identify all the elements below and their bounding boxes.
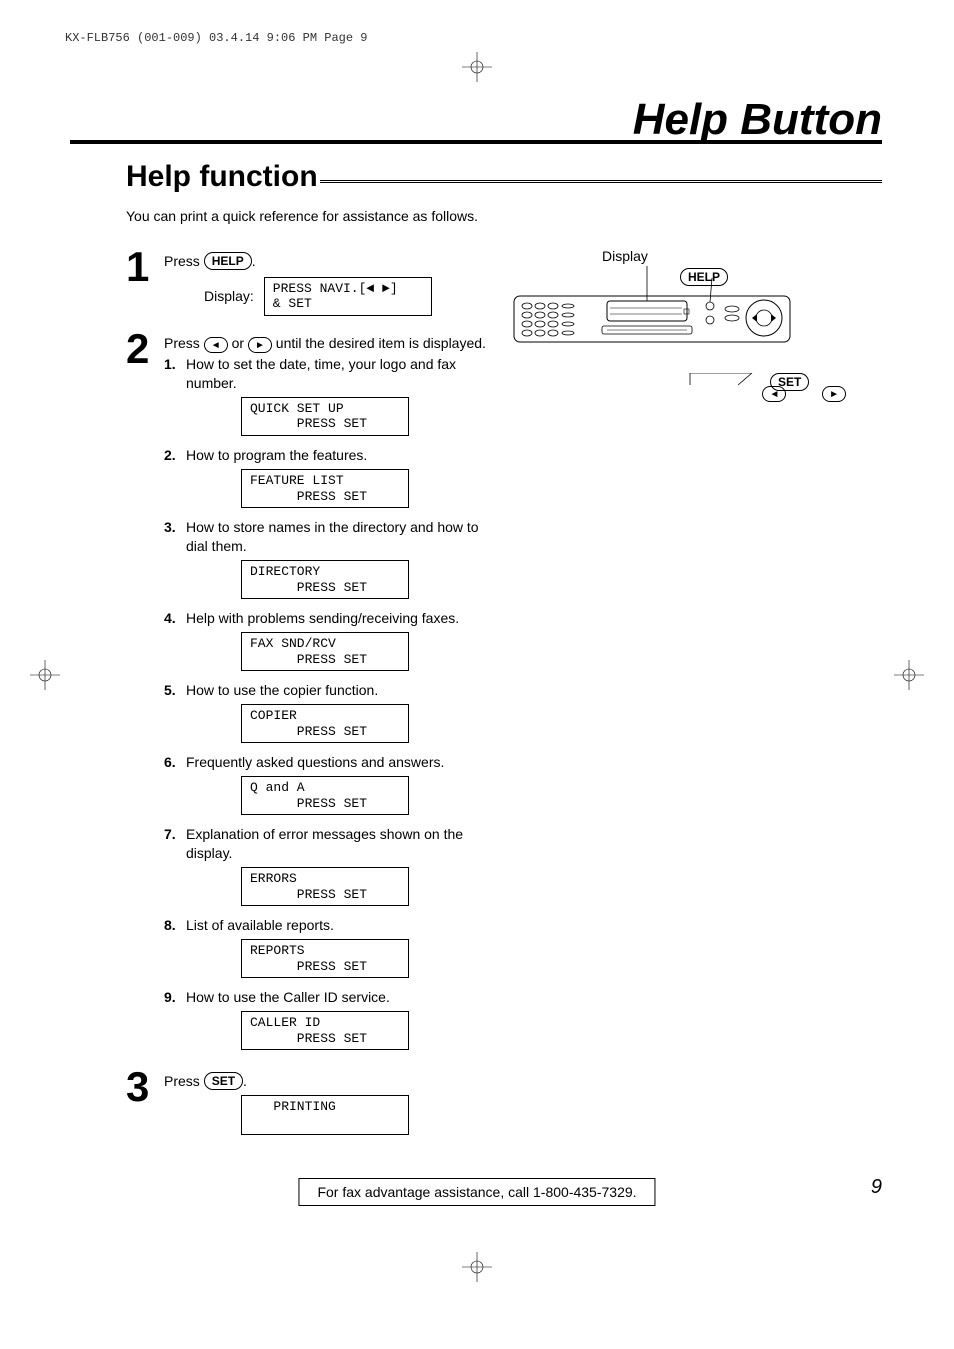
step-1: 1 Press HELP. Display: PRESS NAVI.[◄ ►] … [126, 248, 486, 322]
step-3-prefix: Press [164, 1073, 204, 1089]
step-number: 2 [126, 330, 164, 1060]
crop-mark-right [894, 660, 924, 690]
sub-text: How to set the date, time, your logo and… [186, 355, 486, 393]
display-label: Display: [204, 287, 254, 306]
device-svg [512, 266, 792, 346]
sub-item: 7.Explanation of error messages shown on… [164, 825, 486, 863]
lcd-display: REPORTS PRESS SET [241, 939, 409, 978]
lcd-wrap: REPORTS PRESS SET [164, 939, 486, 978]
set-key-callout: SET [770, 373, 809, 391]
steps-content: 1 Press HELP. Display: PRESS NAVI.[◄ ►] … [126, 248, 486, 1153]
step-3-suffix: . [243, 1073, 247, 1089]
lcd-wrap: FEATURE LIST PRESS SET [164, 469, 486, 508]
step-number: 1 [126, 248, 164, 322]
set-key: SET [204, 1072, 243, 1090]
lcd-display: PRINTING [241, 1095, 409, 1134]
lcd-display: CALLER ID PRESS SET [241, 1011, 409, 1050]
arrow-keys-callout: ◄ ► [678, 373, 846, 402]
sub-number: 7. [164, 825, 186, 863]
title-rule [70, 140, 882, 144]
lcd-wrap: QUICK SET UP PRESS SET [164, 397, 486, 436]
lcd-wrap: Q and A PRESS SET [164, 776, 486, 815]
lcd-display: COPIER PRESS SET [241, 704, 409, 743]
sub-text: How to use the copier function. [186, 681, 486, 700]
main-title: Help Button [633, 95, 882, 145]
sub-number: 4. [164, 609, 186, 628]
step-number: 3 [126, 1068, 164, 1144]
sub-item: 5.How to use the copier function. [164, 681, 486, 700]
arrow-leader-icon [678, 373, 758, 397]
intro-text: You can print a quick reference for assi… [126, 208, 478, 224]
lcd-display: DIRECTORY PRESS SET [241, 560, 409, 599]
device-display-label: Display [602, 248, 822, 264]
sub-item: 3.How to store names in the directory an… [164, 518, 486, 556]
sub-text: Help with problems sending/receiving fax… [186, 609, 486, 628]
lcd-wrap: DIRECTORY PRESS SET [164, 560, 486, 599]
help-key: HELP [204, 252, 252, 270]
sub-item: 8.List of available reports. [164, 916, 486, 935]
help-key-callout: HELP [680, 268, 728, 286]
device-illustration: Display [512, 248, 822, 351]
lcd-display: FAX SND/RCV PRESS SET [241, 632, 409, 671]
lcd-wrap: ERRORS PRESS SET [164, 867, 486, 906]
sub-text: List of available reports. [186, 916, 486, 935]
sub-item: 6.Frequently asked questions and answers… [164, 753, 486, 772]
crop-mark-top [462, 52, 492, 82]
sub-number: 8. [164, 916, 186, 935]
step-2: 2 Press ◄ or ► until the desired item is… [126, 330, 486, 1060]
sub-number: 5. [164, 681, 186, 700]
section-rule [320, 180, 882, 183]
sub-number: 9. [164, 988, 186, 1007]
sub-number: 3. [164, 518, 186, 556]
sub-number: 6. [164, 753, 186, 772]
lcd-wrap: FAX SND/RCV PRESS SET [164, 632, 486, 671]
section-title: Help function [126, 160, 318, 194]
step-1-prefix: Press [164, 253, 204, 269]
left-arrow-key: ◄ [204, 337, 228, 353]
right-arrow-key: ► [248, 337, 272, 353]
lcd-display: QUICK SET UP PRESS SET [241, 397, 409, 436]
lcd-wrap: CALLER ID PRESS SET [164, 1011, 486, 1050]
sub-number: 1. [164, 355, 186, 393]
right-arrow-key-callout: ► [822, 386, 846, 402]
sub-number: 2. [164, 446, 186, 465]
page-number: 9 [871, 1176, 882, 1199]
footer-box: For fax advantage assistance, call 1-800… [298, 1178, 655, 1206]
print-header: KX-FLB756 (001-009) 03.4.14 9:06 PM Page… [65, 31, 367, 45]
sub-text: Frequently asked questions and answers. [186, 753, 486, 772]
lcd-display: Q and A PRESS SET [241, 776, 409, 815]
sub-item: 2.How to program the features. [164, 446, 486, 465]
sub-text: Explanation of error messages shown on t… [186, 825, 486, 863]
step-2-suffix: until the desired item is displayed. [272, 335, 486, 351]
step-2-prefix: Press [164, 335, 204, 351]
step-2-mid: or [228, 335, 248, 351]
lcd-wrap: COPIER PRESS SET [164, 704, 486, 743]
step-1-suffix: . [252, 253, 256, 269]
lcd-display: FEATURE LIST PRESS SET [241, 469, 409, 508]
step-3: 3 Press SET. PRINTING [126, 1068, 486, 1144]
sub-text: How to program the features. [186, 446, 486, 465]
sub-item: 9.How to use the Caller ID service. [164, 988, 486, 1007]
sub-item: 1.How to set the date, time, your logo a… [164, 355, 486, 393]
sub-text: How to store names in the directory and … [186, 518, 486, 556]
lcd-display: PRESS NAVI.[◄ ►] & SET [264, 277, 432, 316]
sub-item: 4.Help with problems sending/receiving f… [164, 609, 486, 628]
lcd-display: ERRORS PRESS SET [241, 867, 409, 906]
sub-text: How to use the Caller ID service. [186, 988, 486, 1007]
crop-mark-bottom [462, 1252, 492, 1282]
crop-mark-left [30, 660, 60, 690]
